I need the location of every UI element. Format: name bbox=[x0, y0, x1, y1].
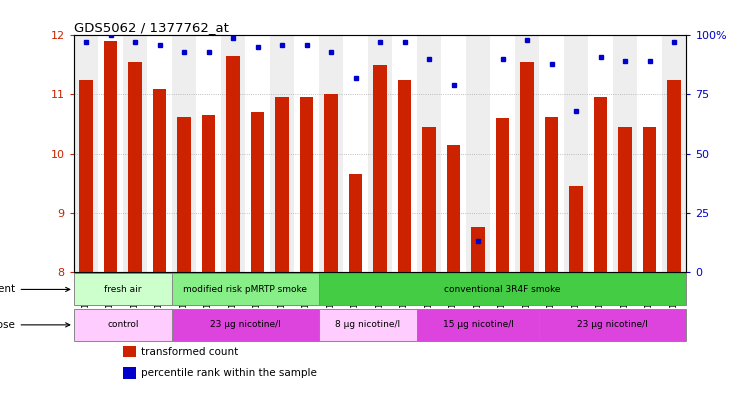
Bar bbox=[638, 35, 662, 272]
Bar bbox=[441, 35, 466, 272]
Text: modified risk pMRTP smoke: modified risk pMRTP smoke bbox=[183, 285, 307, 294]
Bar bbox=[123, 367, 137, 379]
Bar bbox=[74, 309, 172, 341]
Bar bbox=[172, 35, 196, 272]
Text: conventional 3R4F smoke: conventional 3R4F smoke bbox=[444, 285, 561, 294]
Bar bbox=[74, 35, 98, 272]
Bar bbox=[588, 35, 613, 272]
Bar bbox=[319, 35, 343, 272]
Bar bbox=[221, 35, 245, 272]
Bar bbox=[300, 97, 314, 272]
Bar bbox=[515, 35, 539, 272]
Bar bbox=[393, 35, 417, 272]
Bar bbox=[319, 309, 417, 341]
Bar bbox=[446, 145, 461, 272]
Bar bbox=[343, 35, 368, 272]
Text: transformed count: transformed count bbox=[141, 347, 238, 356]
Bar bbox=[123, 345, 137, 358]
Bar bbox=[128, 62, 142, 272]
Bar bbox=[613, 35, 638, 272]
Text: agent: agent bbox=[0, 285, 70, 294]
Bar bbox=[662, 35, 686, 272]
Bar bbox=[594, 97, 607, 272]
Text: 15 μg nicotine/l: 15 μg nicotine/l bbox=[443, 320, 514, 329]
Text: GDS5062 / 1377762_at: GDS5062 / 1377762_at bbox=[74, 21, 229, 34]
Bar bbox=[466, 35, 490, 272]
Bar bbox=[368, 35, 393, 272]
Text: percentile rank within the sample: percentile rank within the sample bbox=[141, 368, 317, 378]
Bar bbox=[270, 35, 294, 272]
Bar bbox=[417, 309, 539, 341]
Bar bbox=[172, 309, 319, 341]
Bar bbox=[373, 65, 387, 272]
Bar bbox=[490, 35, 515, 272]
Bar bbox=[245, 35, 270, 272]
Bar bbox=[324, 94, 338, 272]
Bar bbox=[104, 41, 117, 272]
Text: 8 μg nicotine/l: 8 μg nicotine/l bbox=[335, 320, 401, 329]
Bar bbox=[349, 174, 362, 272]
Bar bbox=[398, 80, 411, 272]
Bar bbox=[227, 56, 240, 272]
Bar bbox=[153, 88, 166, 272]
Bar bbox=[545, 117, 559, 272]
Bar bbox=[496, 118, 509, 272]
Bar bbox=[148, 35, 172, 272]
Bar bbox=[564, 35, 588, 272]
Bar bbox=[275, 97, 289, 272]
Text: 23 μg nicotine/l: 23 μg nicotine/l bbox=[577, 320, 648, 329]
Bar bbox=[201, 115, 215, 272]
Bar bbox=[539, 309, 686, 341]
Bar bbox=[294, 35, 319, 272]
Text: 23 μg nicotine/l: 23 μg nicotine/l bbox=[210, 320, 280, 329]
Bar bbox=[196, 35, 221, 272]
Bar bbox=[539, 35, 564, 272]
Bar bbox=[177, 117, 191, 272]
Bar bbox=[520, 62, 534, 272]
Bar bbox=[618, 127, 632, 272]
Bar bbox=[319, 274, 686, 305]
Bar bbox=[251, 112, 264, 272]
Bar bbox=[643, 127, 656, 272]
Bar bbox=[417, 35, 441, 272]
Bar bbox=[74, 274, 172, 305]
Bar bbox=[569, 186, 583, 272]
Bar bbox=[98, 35, 123, 272]
Bar bbox=[172, 274, 319, 305]
Text: control: control bbox=[107, 320, 139, 329]
Bar bbox=[472, 228, 485, 272]
Text: fresh air: fresh air bbox=[104, 285, 142, 294]
Bar bbox=[79, 80, 93, 272]
Text: dose: dose bbox=[0, 320, 70, 330]
Bar bbox=[123, 35, 148, 272]
Bar bbox=[422, 127, 436, 272]
Bar bbox=[667, 80, 681, 272]
